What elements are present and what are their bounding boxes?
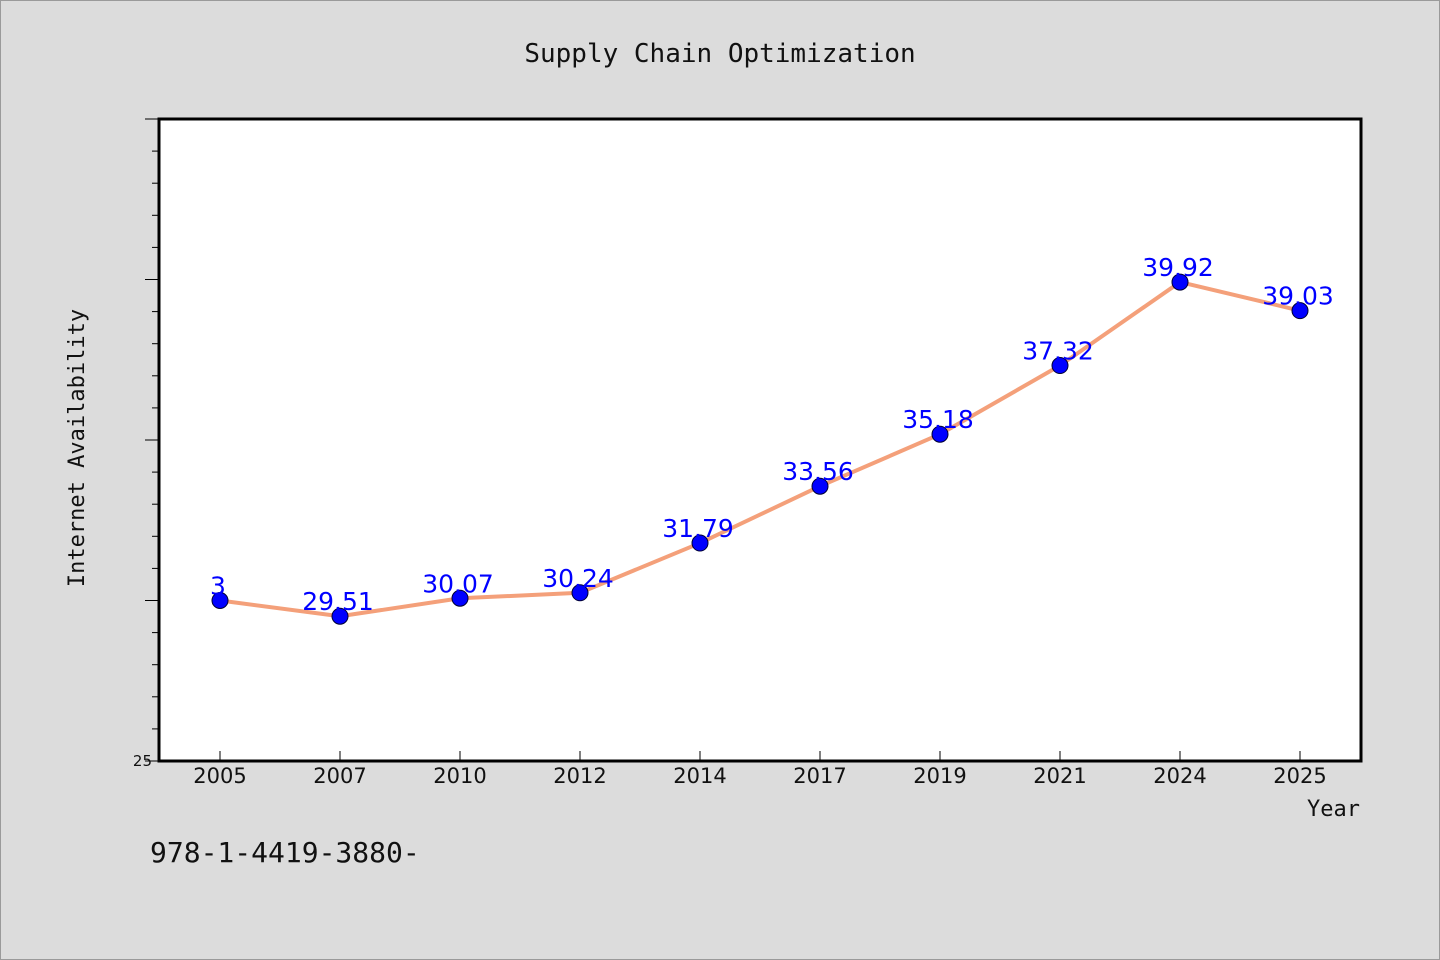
plot-frame <box>157 117 1363 763</box>
y-axis-ticks: 25 <box>133 118 159 770</box>
x-tick-label: 2024 <box>1153 764 1206 788</box>
y-axis-label: Internet Availability <box>65 309 90 587</box>
x-tick-label: 2017 <box>793 764 846 788</box>
x-tick-label: 2005 <box>193 764 246 788</box>
data-point <box>931 425 949 443</box>
x-tick-label: 2021 <box>1033 764 1086 788</box>
x-axis-ticks: 2005 2007 2010 2012 2014 2017 2019 2021 2024 2025 <box>193 751 1327 788</box>
data-point <box>811 477 829 495</box>
data-point <box>451 589 469 607</box>
x-tick-label: 2007 <box>313 764 366 788</box>
data-point <box>211 592 229 609</box>
x-tick-label: 2025 <box>1273 764 1326 788</box>
data-label: 30.24 <box>542 564 614 593</box>
data-point <box>1171 273 1189 291</box>
data-label: 33.56 <box>782 457 854 486</box>
data-label: 35.18 <box>902 405 974 434</box>
x-tick-label: 2012 <box>553 764 606 788</box>
plot-area <box>159 119 1361 761</box>
data-label: 31.79 <box>662 514 734 543</box>
x-tick-label: 2014 <box>673 764 726 788</box>
series-layer: 3 29.51 30.07 30.24 31.79 33.56 35.18 37.32 39.9… <box>210 253 1334 625</box>
chart-title: Supply Chain Optimization <box>524 39 915 69</box>
data-label: 39.03 <box>1262 282 1334 311</box>
data-label: 39.92 <box>1142 253 1214 282</box>
data-point <box>691 534 709 552</box>
data-point <box>331 607 349 625</box>
data-point <box>571 584 589 602</box>
series-line <box>218 280 1302 619</box>
data-label: 29.51 <box>302 587 374 616</box>
data-point <box>1051 357 1069 375</box>
data-label: 3 <box>210 572 226 601</box>
data-label: 37.32 <box>1022 337 1094 366</box>
y-tick-label: 25 <box>133 752 152 770</box>
footer-code: 978-1-4419-3880- <box>150 836 420 869</box>
data-label: 30.07 <box>422 569 494 598</box>
data-point <box>1291 302 1309 320</box>
x-tick-label: 2019 <box>913 764 966 788</box>
x-axis-label: Year <box>1307 797 1360 822</box>
x-tick-label: 2010 <box>433 764 486 788</box>
